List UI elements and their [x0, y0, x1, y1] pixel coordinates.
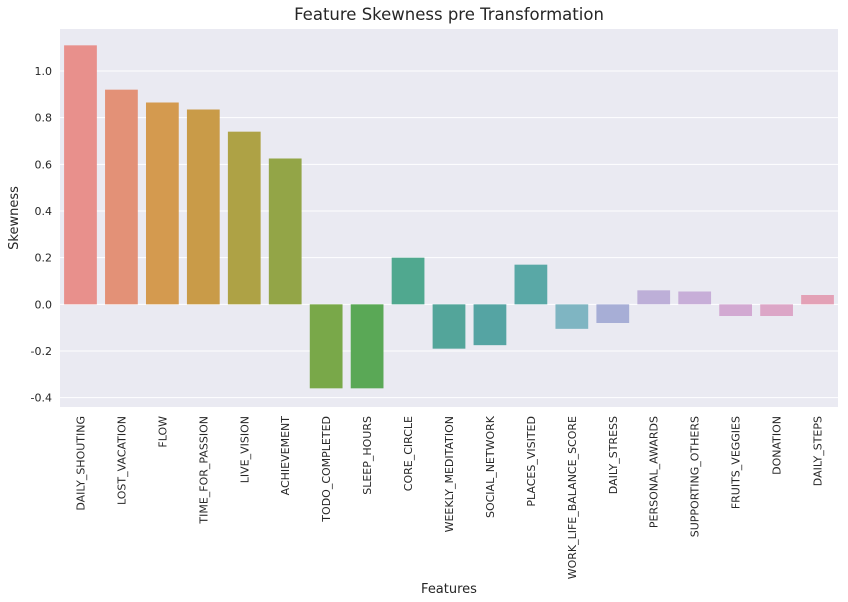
bar-core-circle: [391, 257, 425, 305]
y-tick-label: 0.2: [35, 252, 53, 265]
x-axis-label: Features: [421, 582, 477, 597]
x-tick-label: FRUITS_VEGGIES: [730, 416, 743, 509]
bar-weekly-meditation: [432, 304, 466, 349]
y-axis-label: Skewness: [7, 186, 22, 250]
y-tick-label: -0.2: [31, 345, 52, 358]
bar-time-for-passion: [186, 109, 220, 305]
x-tick-label: ACHIEVEMENT: [279, 416, 292, 496]
bars: [64, 45, 834, 389]
bar-personal-awards: [637, 290, 671, 305]
x-tick-label: DAILY_SHOUTING: [74, 416, 87, 511]
bar-supporting-others: [678, 291, 712, 305]
bar-fruits-veggies: [719, 304, 753, 316]
bar-daily-stress: [596, 304, 630, 323]
y-tick-label: -0.4: [31, 392, 52, 405]
x-tick-label: TODO_COMPLETED: [320, 416, 333, 523]
x-tick-label: SOCIAL_NETWORK: [484, 415, 497, 518]
x-tick-label: TIME_FOR_PASSION: [197, 416, 210, 525]
x-tick-label: SUPPORTING_OTHERS: [689, 416, 702, 537]
y-tick-label: 1.0: [35, 65, 53, 78]
x-tick-label: PERSONAL_AWARDS: [648, 416, 661, 528]
x-tick-label: DAILY_STEPS: [812, 416, 825, 486]
x-tick-label: PLACES_VISITED: [525, 416, 538, 507]
bar-daily-shouting: [64, 45, 97, 305]
x-tick-label: DONATION: [771, 416, 784, 475]
x-tick-labels: DAILY_SHOUTING LOST_VACATION FLOW TIME_FOR_…: [74, 415, 824, 579]
x-tick-label: SLEEP_HOURS: [361, 416, 374, 495]
x-tick-label: LOST_VACATION: [115, 416, 128, 505]
x-tick-label: WORK_LIFE_BALANCE_SCORE: [566, 416, 579, 579]
x-tick-label: DAILY_STRESS: [607, 416, 620, 494]
bar-achievement: [268, 158, 302, 305]
bar-todo-completed: [309, 304, 343, 389]
y-tick-label: 0.0: [35, 298, 53, 311]
bar-places-visited: [514, 264, 548, 305]
chart-title: Feature Skewness pre Transformation: [294, 5, 604, 24]
x-tick-label: FLOW: [156, 416, 169, 448]
x-tick-label: CORE_CIRCLE: [402, 416, 415, 491]
y-tick-label: 0.8: [35, 112, 53, 125]
bar-flow: [145, 102, 179, 305]
x-tick-label: WEEKLY_MEDITATION: [443, 416, 456, 532]
bar-donation: [760, 304, 793, 316]
bar-live-vision: [227, 131, 261, 305]
x-tick-label: LIVE_VISION: [238, 416, 251, 483]
y-tick-label: 0.4: [35, 205, 53, 218]
bar-lost-vacation: [105, 89, 138, 305]
y-tick-labels: -0.4 -0.2 0.0 0.2 0.4 0.6 0.8 1.0: [31, 65, 52, 405]
bar-social-network: [473, 304, 507, 346]
bar-daily-steps: [801, 295, 834, 305]
bar-work-life-balance-score: [555, 304, 589, 329]
bar-sleep-hours: [350, 304, 384, 389]
y-tick-label: 0.6: [35, 158, 53, 171]
